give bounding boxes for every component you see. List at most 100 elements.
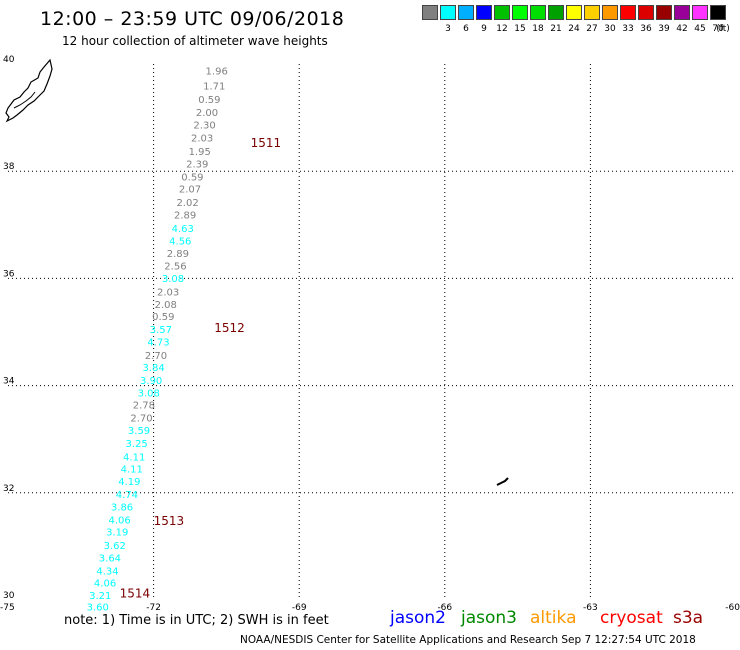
wave-height-point: 0.59 xyxy=(152,312,174,323)
coastline xyxy=(5,58,509,486)
y-tick-label: 38 xyxy=(3,162,15,172)
satellite-s3a: s3a xyxy=(673,608,704,628)
wave-height-point: 2.03 xyxy=(157,288,179,299)
x-tick-label: -66 xyxy=(437,603,452,613)
note-text: note: 1) Time is in UTC; 2) SWH is in fe… xyxy=(64,613,329,628)
legend-label: 39 xyxy=(658,24,670,34)
wave-height-point: 4.56 xyxy=(169,237,191,248)
wave-height-point: 3.25 xyxy=(125,439,147,450)
wave-height-point: 0.59 xyxy=(181,172,203,183)
legend-swatch xyxy=(656,5,672,20)
legend-label: 15 xyxy=(514,24,526,34)
wave-height-point: 2.70 xyxy=(130,414,152,425)
wave-height-point: 2.89 xyxy=(167,249,189,260)
y-tick-label: 36 xyxy=(3,269,15,279)
legend-label: 24 xyxy=(568,24,580,34)
coastline-nc xyxy=(5,58,53,123)
satellite-jason3: jason3 xyxy=(461,608,517,628)
wave-height-point: 3.57 xyxy=(150,325,172,336)
legend-label: 33 xyxy=(622,24,634,34)
legend-swatch xyxy=(476,5,492,20)
map-grid xyxy=(8,64,736,600)
legend-label: 12 xyxy=(496,24,508,34)
legend-label: 70 xyxy=(712,24,724,34)
wave-height-point: 2.02 xyxy=(176,198,198,209)
x-tick-label: -63 xyxy=(583,603,598,613)
legend-swatch xyxy=(692,5,708,20)
wave-height-point: 2.78 xyxy=(133,401,155,412)
wave-height-point: 1.71 xyxy=(203,82,225,93)
x-tick-label: -72 xyxy=(146,603,161,613)
wave-height-point: 2.89 xyxy=(174,210,196,221)
legend-label: 3 xyxy=(445,24,451,34)
wave-height-point: 3.62 xyxy=(104,541,126,552)
wave-height-point: 3.59 xyxy=(128,426,150,437)
pass-label: 1512 xyxy=(214,321,245,335)
page-subtitle: 12 hour collection of altimeter wave hei… xyxy=(62,34,328,48)
legend-unit: (ft) xyxy=(716,24,730,34)
wave-height-point: 3.08 xyxy=(162,274,184,285)
wave-height-point: 3.60 xyxy=(87,603,109,614)
wave-height-point: 4.06 xyxy=(94,579,116,590)
wave-height-point: 4.74 xyxy=(116,490,138,501)
legend-swatch xyxy=(602,5,618,20)
legend-swatch xyxy=(620,5,636,20)
x-tick-label: -75 xyxy=(0,603,15,613)
map-axes: -75 -72 -69 -66 -63 -60 30 32 34 36 38 40 xyxy=(0,55,740,613)
wave-height-point: 3.21 xyxy=(89,591,111,602)
wave-height-point: 3.19 xyxy=(106,528,128,539)
legend-swatch xyxy=(710,5,726,20)
wave-height-point: 2.00 xyxy=(196,108,218,119)
wave-height-point: 2.08 xyxy=(155,300,177,311)
wave-height-labels: 1.96 1.71 0.59 2.002.30 2.03 1.952.39 0.59 2.07… xyxy=(87,67,228,614)
satellite-jason2: jason2 xyxy=(390,608,446,628)
wave-height-point: 2.56 xyxy=(164,261,186,272)
wave-height-point: 4.73 xyxy=(147,337,169,348)
legend-swatch xyxy=(566,5,582,20)
satellite-cryosat: cryosat xyxy=(600,608,663,628)
legend-label: 45 xyxy=(694,24,706,34)
legend-label: 42 xyxy=(676,24,688,34)
x-tick-label: -69 xyxy=(292,603,307,613)
wave-height-point: 4.11 xyxy=(121,464,143,475)
pass-label: 1511 xyxy=(251,136,282,150)
wave-height-point: 2.39 xyxy=(186,159,208,170)
wave-height-point: 4.34 xyxy=(96,566,118,577)
legend-label: 21 xyxy=(550,24,562,34)
legend-swatch xyxy=(458,5,474,20)
wave-height-point: 3.84 xyxy=(142,363,164,374)
wave-height-point: 2.30 xyxy=(193,120,215,131)
wave-height-point: 4.63 xyxy=(172,224,194,235)
coastline-inlet xyxy=(13,91,36,109)
y-tick-label: 34 xyxy=(3,377,15,387)
legend-swatch xyxy=(512,5,528,20)
wave-height-point: 1.96 xyxy=(206,67,228,78)
legend-label: 6 xyxy=(463,24,469,34)
pass-label: 1513 xyxy=(154,514,185,528)
legend-swatch xyxy=(422,5,438,20)
wave-height-point: 2.03 xyxy=(191,134,213,145)
legend-swatch xyxy=(638,5,654,20)
wave-height-point: 3.90 xyxy=(140,376,162,387)
legend-label: 18 xyxy=(532,24,544,34)
page-title: 12:00 – 23:59 UTC 09/06/2018 xyxy=(40,8,345,30)
legend-swatch xyxy=(440,5,456,20)
wave-height-point: 4.06 xyxy=(108,515,130,526)
wave-height-point: 2.70 xyxy=(145,351,167,362)
satellite-altika: altika xyxy=(530,608,577,628)
legend-swatch xyxy=(494,5,510,20)
island-bermuda xyxy=(496,477,509,486)
y-tick-label: 40 xyxy=(3,55,15,65)
wave-height-point: 3.64 xyxy=(99,553,121,564)
wave-height-point: 4.11 xyxy=(123,453,145,464)
wave-height-point: 1.95 xyxy=(189,147,211,158)
legend-swatch xyxy=(548,5,564,20)
wave-height-point: 3.08 xyxy=(138,388,160,399)
legend-label: 9 xyxy=(481,24,487,34)
legend-label: 30 xyxy=(604,24,616,34)
y-tick-label: 30 xyxy=(3,591,15,601)
legend-label: 36 xyxy=(640,24,652,34)
wave-height-point: 2.07 xyxy=(179,185,201,196)
pass-label: 1514 xyxy=(120,586,151,600)
